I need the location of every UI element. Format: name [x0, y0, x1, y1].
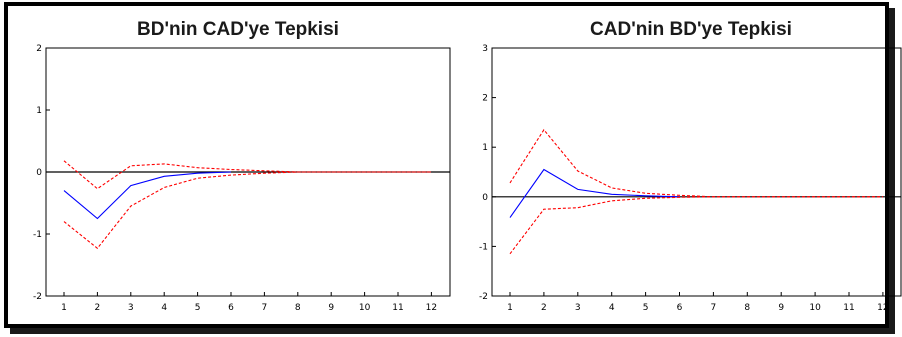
y-tick-label: 1	[482, 143, 488, 153]
x-tick-label: 12	[877, 303, 888, 313]
x-tick-label: 10	[809, 303, 821, 313]
chart-title: BD'nin CAD'ye Tepkisi	[137, 19, 339, 40]
x-tick-label: 11	[392, 303, 403, 313]
x-tick-label: 2	[541, 303, 547, 313]
x-tick-label: 7	[262, 303, 268, 313]
series-line-lower	[509, 196, 883, 255]
y-tick-label: -1	[33, 230, 42, 240]
chart-title: CAD'nin BD'ye Tepkisi	[590, 19, 792, 40]
series-line-upper	[509, 128, 883, 198]
x-tick-label: 2	[95, 303, 101, 313]
x-tick-label: 11	[843, 303, 854, 313]
x-tick-label: 5	[195, 303, 201, 313]
y-tick-label: -1	[479, 242, 488, 252]
x-tick-label: 9	[328, 303, 334, 313]
x-tick-label: 1	[507, 303, 513, 313]
x-tick-label: 9	[778, 303, 784, 313]
y-tick-label: 2	[482, 94, 488, 104]
x-tick-label: 4	[161, 303, 167, 313]
series-line-response	[63, 171, 232, 220]
x-tick-label: 6	[228, 303, 234, 313]
x-tick-label: 12	[426, 303, 437, 313]
x-tick-label: 3	[575, 303, 581, 313]
x-tick-label: 10	[359, 303, 371, 313]
x-tick-label: 6	[677, 303, 683, 313]
y-tick-label: 0	[36, 168, 42, 178]
series-line-upper	[63, 160, 432, 190]
series-line-lower	[63, 171, 432, 250]
x-tick-label: 8	[295, 303, 301, 313]
x-tick-label: 4	[609, 303, 615, 313]
x-tick-label: 5	[643, 303, 649, 313]
y-tick-label: -2	[33, 292, 42, 302]
series-line-response	[509, 168, 680, 218]
y-tick-label: -2	[479, 292, 488, 302]
y-tick-label: 2	[36, 44, 42, 54]
x-tick-label: 8	[744, 303, 750, 313]
x-tick-label: 1	[61, 303, 67, 313]
y-tick-label: 3	[482, 44, 488, 54]
chart-frame	[4, 2, 889, 328]
x-tick-label: 3	[128, 303, 134, 313]
y-tick-label: 1	[36, 106, 42, 116]
plot-frame	[491, 47, 902, 297]
y-tick-label: 0	[482, 193, 488, 203]
x-tick-label: 7	[711, 303, 717, 313]
